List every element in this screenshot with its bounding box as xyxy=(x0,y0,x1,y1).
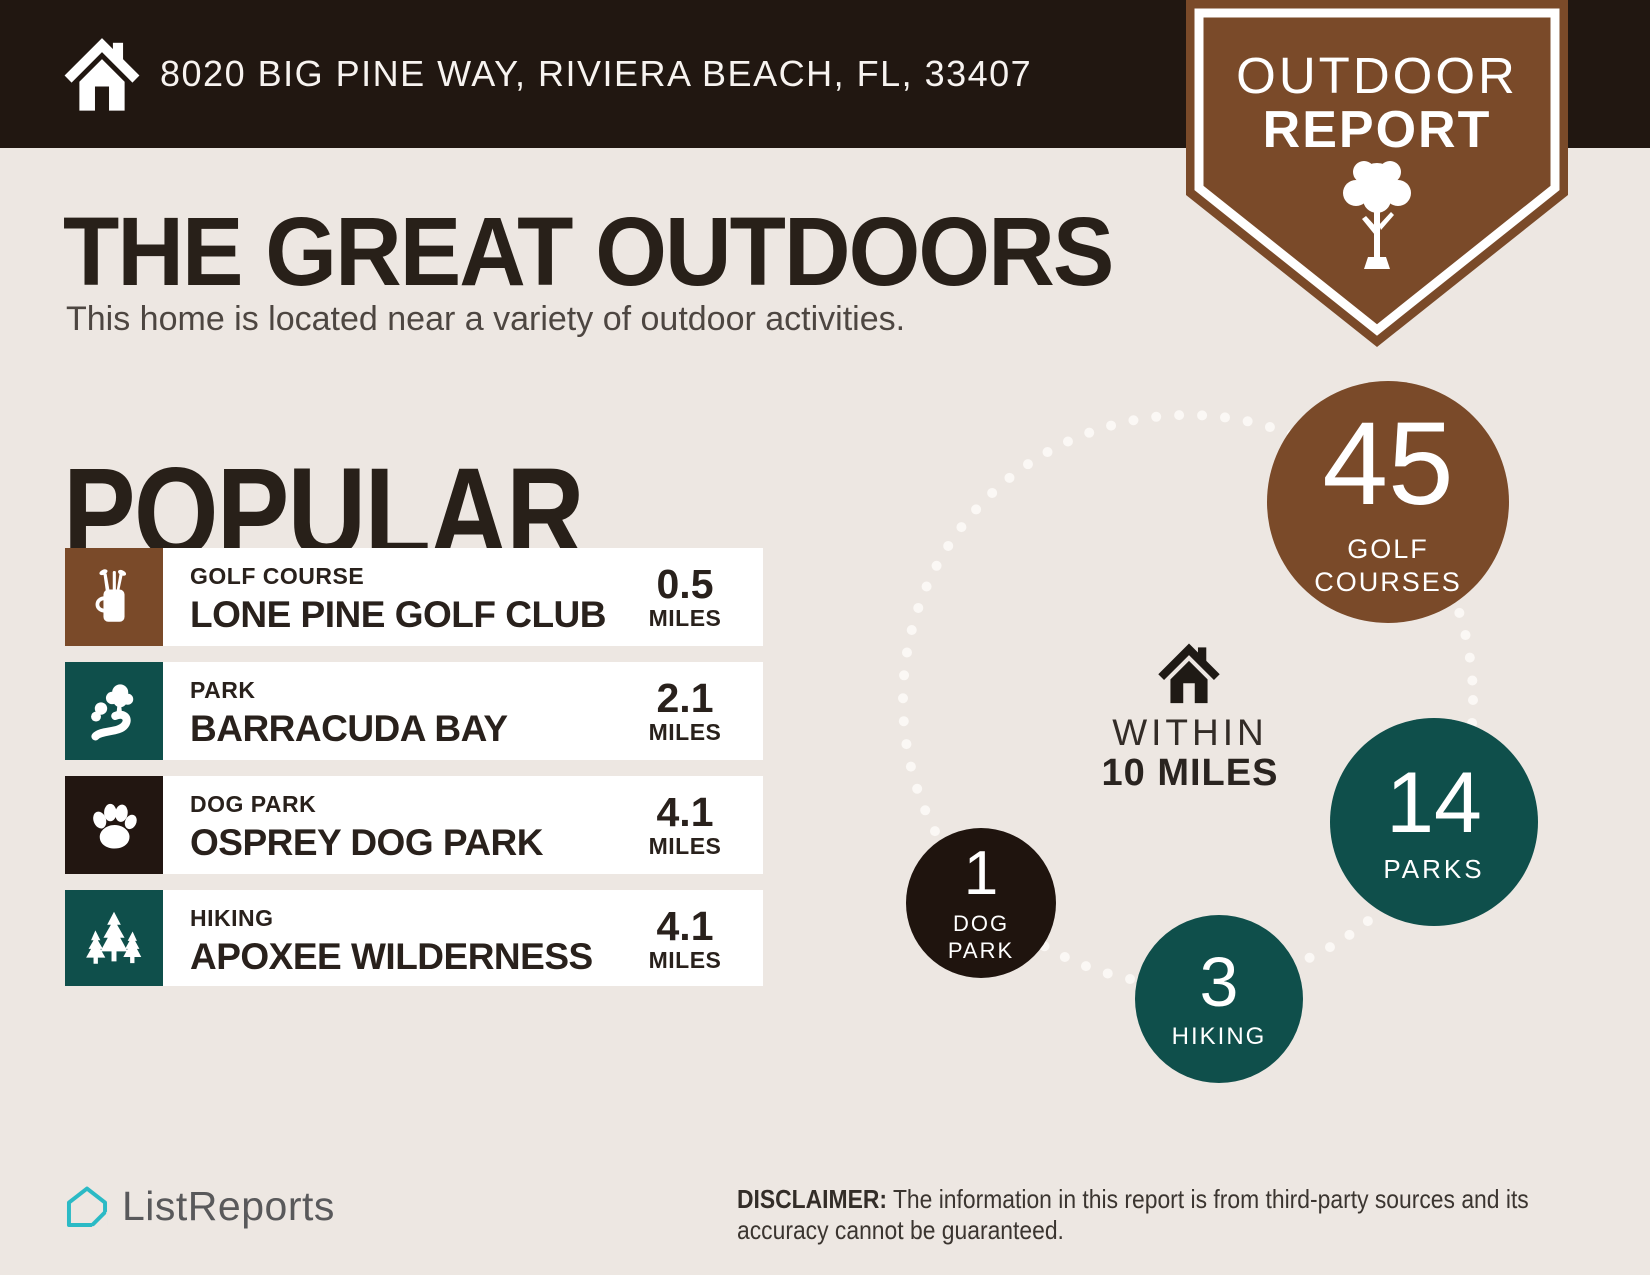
stat-label: DOG PARK xyxy=(947,910,1015,963)
item-name: APOXEE WILDERNESS TRAIL xyxy=(190,936,593,986)
badge-title-line1: OUTDOOR xyxy=(1236,47,1518,104)
item-name: OSPREY DOG PARK xyxy=(190,822,543,863)
stat-circle-dog-park: 1 DOG PARK xyxy=(906,828,1056,978)
disclaimer-text: DISCLAIMER: The information in this repo… xyxy=(737,1184,1529,1245)
item-distance: 2.1 MILES xyxy=(648,674,722,745)
page-title: THE GREAT OUTDOORS xyxy=(63,197,1114,306)
page-subtitle: This home is located near a variety of o… xyxy=(66,300,906,338)
park-tree-icon xyxy=(91,684,134,741)
item-distance: 0.5 MILES xyxy=(648,560,722,631)
stat-value: 3 xyxy=(1199,943,1239,1021)
popular-item-golf-course: GOLF COURSE LONE PINE GOLF CLUB 0.5 MILE… xyxy=(65,548,763,646)
popular-item-park: PARK BARRACUDA BAY 2.1 MILES xyxy=(65,662,763,760)
stat-label: GOLF COURSES xyxy=(1314,534,1462,597)
tree-icon xyxy=(1343,161,1411,269)
disclaimer-label: DISCLAIMER: xyxy=(737,1184,887,1214)
pine-trees-icon xyxy=(86,911,142,964)
home-icon xyxy=(1158,643,1220,704)
home-icon xyxy=(64,38,140,111)
brand-name: ListReports xyxy=(122,1183,335,1229)
outdoor-report-badge: OUTDOOR REPORT xyxy=(1186,0,1568,360)
item-category: HIKING xyxy=(190,905,274,931)
within-label: WITHIN xyxy=(1112,712,1268,753)
property-address: 8020 BIG PINE WAY, RIVIERA BEACH, FL, 33… xyxy=(160,53,1033,94)
stat-value: 45 xyxy=(1322,398,1454,530)
stat-circle-parks: 14 PARKS xyxy=(1330,718,1538,926)
item-distance: 4.1 MILES xyxy=(648,902,722,973)
category-icon-box xyxy=(65,662,163,760)
stat-circle-hiking: 3 HIKING xyxy=(1135,915,1303,1083)
item-category: DOG PARK xyxy=(190,791,317,817)
golf-bag-icon xyxy=(95,569,127,622)
stat-circle-golf-courses: 45 GOLF COURSES xyxy=(1267,381,1509,623)
popular-item-hiking: HIKING APOXEE WILDERNESS TRAIL 4.1 MILES xyxy=(65,890,763,986)
item-category: PARK xyxy=(190,677,256,703)
stat-label: PARKS xyxy=(1383,853,1485,884)
paw-icon xyxy=(93,803,137,849)
dotted-radius-ring xyxy=(898,410,1478,990)
stat-label: HIKING xyxy=(1171,1023,1267,1050)
popular-item-dog-park: DOG PARK OSPREY DOG PARK 4.1 MILES xyxy=(65,776,763,874)
item-name: BARRACUDA BAY xyxy=(190,708,508,749)
listreports-house-icon xyxy=(66,1186,108,1227)
stat-value: 14 xyxy=(1386,754,1482,851)
category-icon-box xyxy=(65,548,163,646)
item-name: LONE PINE GOLF CLUB xyxy=(190,594,607,635)
stat-value: 1 xyxy=(963,838,999,908)
within-distance-label: 10 MILES xyxy=(1101,752,1279,794)
item-distance: 4.1 MILES xyxy=(648,788,722,859)
category-icon-box xyxy=(65,776,163,874)
badge-title-line2: REPORT xyxy=(1262,101,1492,159)
listreports-logo: ListReports xyxy=(65,1183,335,1230)
category-icon-box xyxy=(65,890,163,986)
item-category: GOLF COURSE xyxy=(190,563,365,589)
